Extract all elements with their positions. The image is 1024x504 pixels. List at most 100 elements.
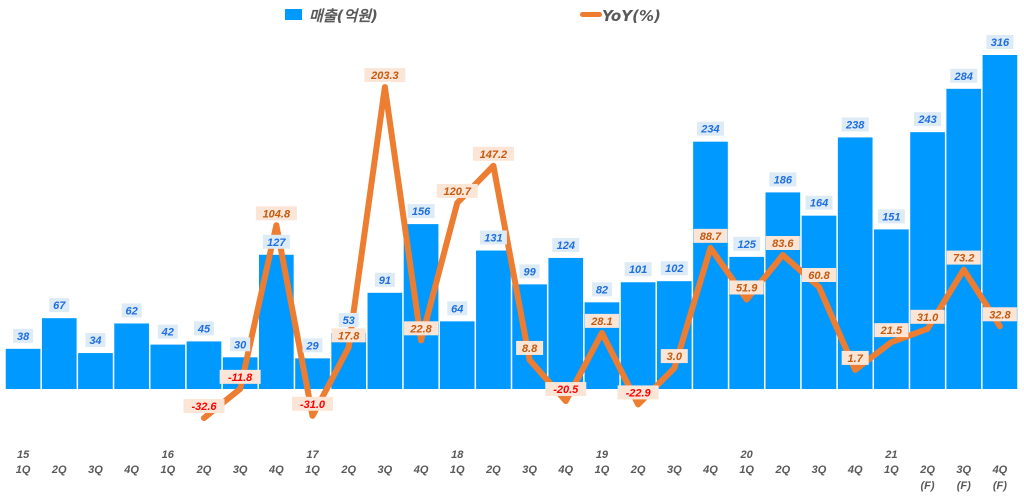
revenue-data-label: 131 — [484, 233, 502, 245]
revenue-bar — [41, 318, 77, 389]
revenue-label-bg — [841, 117, 869, 132]
revenue-label-bg — [13, 328, 34, 343]
revenue-bar — [150, 344, 186, 389]
revenue-label-bg — [302, 338, 323, 353]
revenue-label-bg — [986, 35, 1014, 49]
legend: 매출(억원) YoY(%) — [285, 7, 661, 25]
x-tick-label: 1Q — [595, 464, 610, 476]
x-tick-label: 4Q — [413, 464, 429, 476]
revenue-data-label: 53 — [343, 315, 355, 327]
legend-label-revenue: 매출(억원) — [309, 7, 378, 25]
revenue-bar — [5, 348, 41, 389]
revenue-bar — [946, 88, 982, 389]
x-tick-label: 4Q — [992, 464, 1008, 476]
revenue-label-bg — [230, 337, 251, 352]
revenue-data-label: 234 — [700, 124, 719, 136]
revenue-data-label: 64 — [451, 303, 463, 315]
revenue-label-bg — [914, 112, 942, 127]
revenue-label-bg — [877, 209, 905, 224]
revenue-label-bg — [447, 301, 468, 316]
revenue-label-bg — [157, 324, 178, 339]
x-tick-label: (F) — [957, 480, 971, 492]
yoy-data-label: -31.0 — [300, 399, 326, 411]
yoy-label-bg — [910, 309, 945, 324]
x-tick-label: 4Q — [123, 464, 139, 476]
x-tick-label: 2Q — [919, 464, 935, 476]
yoy-label-bg — [183, 399, 225, 414]
yoy-data-label: -22.9 — [626, 387, 652, 399]
x-tick-label: 1Q — [16, 464, 31, 476]
revenue-data-label: 125 — [737, 239, 756, 251]
yoy-data-label: 60.8 — [808, 270, 830, 282]
revenue-bar — [729, 256, 764, 389]
revenue-bar — [874, 229, 909, 389]
yoy-label-bg — [982, 307, 1017, 322]
yoy-label-bg — [292, 396, 334, 411]
yoy-data-label: 147.2 — [480, 149, 508, 161]
yoy-data-label: 3.0 — [667, 351, 683, 363]
revenue-data-label: 102 — [665, 263, 683, 275]
yoy-data-label: 73.2 — [953, 253, 974, 265]
yoy-data-label: -11.8 — [228, 372, 253, 384]
yoy-label-bg — [472, 146, 514, 161]
x-tick-label: 1Q — [305, 464, 320, 476]
revenue-data-label: 67 — [53, 300, 66, 312]
x-tick-label: 2Q — [630, 464, 646, 476]
legend-swatch-yoy — [580, 12, 602, 17]
x-tick-label: 3Q — [378, 464, 393, 476]
revenue-bar — [910, 132, 945, 389]
yoy-label-bg — [617, 385, 659, 400]
revenue-data-label: 156 — [412, 206, 431, 218]
revenue-data-label: 243 — [917, 114, 936, 126]
revenue-data-label: 124 — [557, 240, 575, 252]
revenue-label-bg — [262, 234, 290, 249]
yoy-data-label: 17.8 — [338, 330, 360, 342]
x-tick-label: 3Q — [522, 464, 537, 476]
legend-swatch-revenue — [285, 9, 302, 20]
revenue-data-label: 151 — [882, 211, 900, 223]
revenue-label-bg — [552, 237, 580, 252]
x-tick-label: (F) — [993, 480, 1007, 492]
revenue-label-bg — [733, 236, 761, 251]
revenue-label-bg — [660, 261, 688, 276]
x-tick-label: 2Q — [774, 464, 790, 476]
yoy-data-label: 21.5 — [880, 325, 903, 337]
revenue-data-label: 164 — [810, 198, 828, 210]
yoy-data-label: -32.6 — [191, 401, 217, 413]
revenue-bar — [801, 215, 837, 389]
revenue-data-label: 101 — [629, 264, 647, 276]
yoy-data-label: 31.0 — [917, 312, 939, 324]
yoy-label-bg — [729, 280, 764, 295]
revenue-bar — [548, 257, 584, 389]
revenue-label-bg — [591, 282, 612, 297]
yoy-label-bg — [545, 382, 587, 397]
revenue-label-bg — [624, 262, 652, 277]
yoy-data-label: 83.6 — [772, 238, 794, 250]
revenue-data-label: 34 — [89, 335, 101, 347]
revenue-label-bg — [479, 230, 507, 245]
yoy-data-label: 28.1 — [590, 316, 612, 328]
x-tick-label: 2Q — [340, 464, 356, 476]
yoy-label-bg — [946, 250, 981, 265]
yoy-label-bg — [693, 228, 728, 243]
x-tick-label: 4Q — [702, 464, 718, 476]
revenue-data-label: 99 — [523, 266, 536, 278]
revenue-data-label: 82 — [596, 284, 608, 296]
revenue-data-label: 186 — [774, 174, 793, 186]
revenue-label-bg — [805, 195, 833, 210]
revenue-label-bg — [519, 264, 540, 279]
x-tick-label: 17 — [306, 449, 319, 461]
revenue-data-label: 127 — [267, 237, 286, 249]
revenue-label-bg — [121, 303, 142, 318]
x-tick-label: 18 — [451, 449, 464, 461]
revenue-data-label: 91 — [379, 275, 391, 287]
revenue-bar — [78, 353, 113, 389]
x-tick-label: 3Q — [233, 464, 248, 476]
revenue-bar — [982, 55, 1018, 389]
yoy-label-bg — [436, 183, 478, 198]
x-tick-label: 1Q — [160, 464, 175, 476]
revenue-label-bg — [769, 172, 797, 187]
revenue-label-bg — [49, 298, 70, 313]
yoy-label-bg — [516, 340, 544, 355]
yoy-label-bg — [874, 323, 909, 338]
